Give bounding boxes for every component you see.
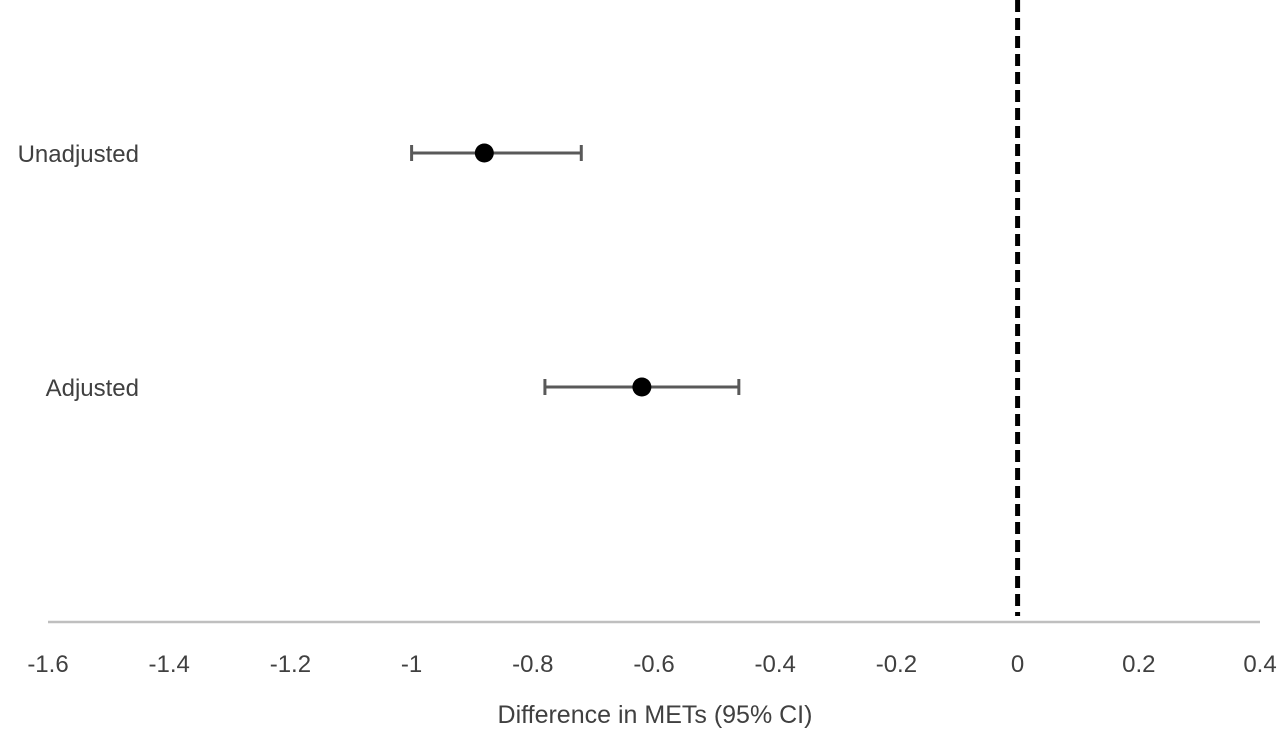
- x-tick-label: 0: [1011, 651, 1024, 678]
- error-bars: [410, 145, 741, 395]
- x-tick-label: -0.2: [876, 651, 917, 678]
- x-tick-labels: -1.6 -1.4 -1.2 -1 -0.8 -0.6 -0.4 -0.2 0 0.2 0.4: [27, 651, 1276, 678]
- point-estimate: [474, 143, 494, 163]
- category-labels: Unadjusted Adjusted: [18, 141, 139, 402]
- x-tick-label: -1.2: [270, 651, 311, 678]
- x-tick-label: -1.6: [27, 651, 68, 678]
- category-label: Unadjusted: [18, 141, 139, 168]
- x-tick-label: 0.4: [1243, 651, 1276, 678]
- point-estimates: [474, 143, 652, 397]
- x-tick-label: -1.4: [149, 651, 190, 678]
- x-tick-label: -0.4: [755, 651, 796, 678]
- x-tick-label: -0.6: [633, 651, 674, 678]
- point-estimate: [632, 377, 652, 397]
- x-tick-label: -1: [401, 651, 422, 678]
- x-tick-label: 0.2: [1122, 651, 1155, 678]
- x-tick-label: -0.8: [512, 651, 553, 678]
- category-label: Adjusted: [46, 375, 139, 402]
- x-axis-title: Difference in METs (95% CI): [498, 701, 813, 729]
